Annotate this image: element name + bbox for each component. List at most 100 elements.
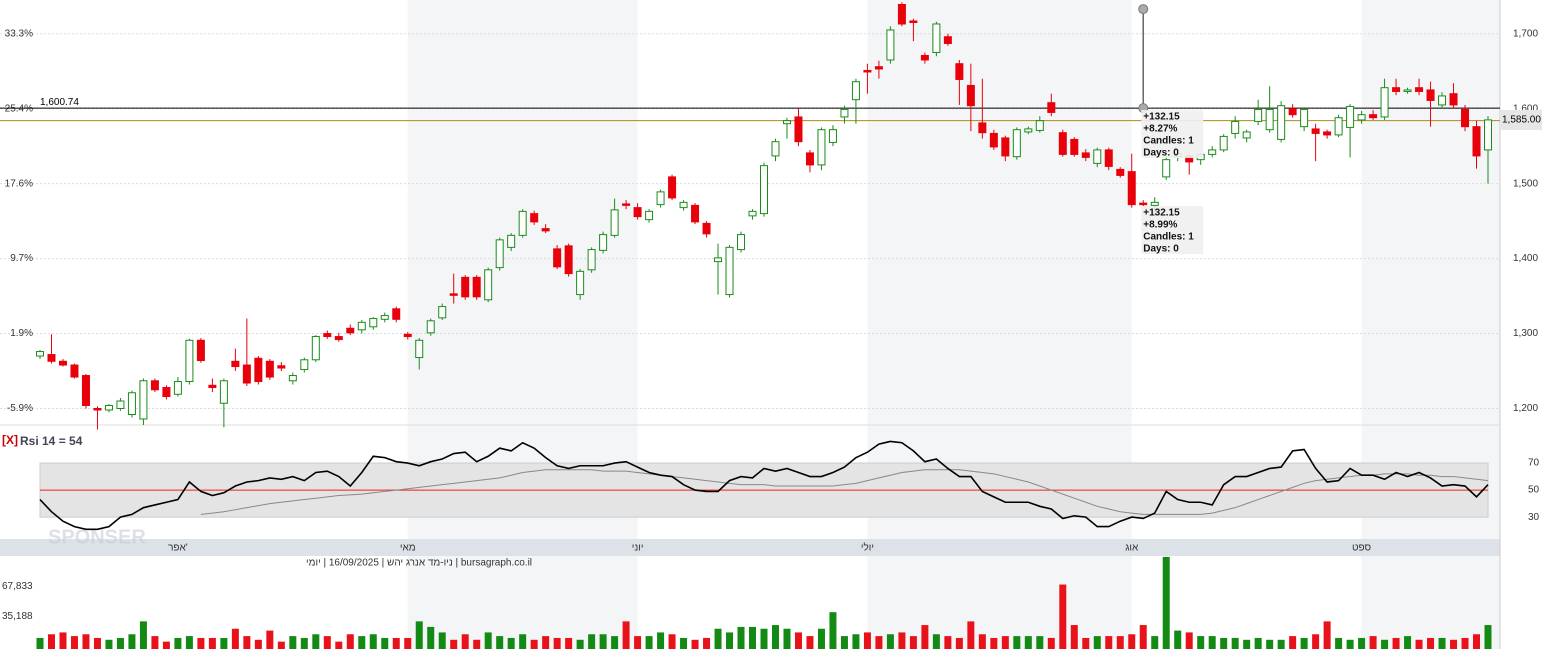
volume-bar (1082, 637, 1090, 649)
candle-body (288, 375, 297, 382)
x-tick-label: יולי (861, 542, 874, 554)
candle-body (828, 129, 837, 143)
volume-bar (542, 636, 550, 649)
y-tick-label: 1,700 (1513, 28, 1538, 39)
candle-body (702, 222, 711, 235)
pct-tick-label: 17.6% (5, 178, 33, 189)
volume-bar (1174, 630, 1182, 649)
candle-body (1461, 108, 1470, 128)
candle-body (369, 318, 378, 328)
volume-bar (36, 637, 44, 649)
candle-body (863, 69, 872, 73)
volume-bar (59, 632, 67, 649)
volume-bar (174, 637, 182, 649)
volume-bar (1070, 625, 1078, 649)
volume-bar (1059, 584, 1067, 649)
vol-tick-label: 35,188 (2, 611, 33, 622)
candle-body (219, 380, 228, 404)
volume-bar (611, 636, 619, 649)
last-price-label: 1,585.00 (1502, 115, 1541, 126)
volume-bar (634, 636, 642, 649)
candle-body (70, 364, 79, 378)
volume-bar (335, 641, 343, 649)
candle-body (484, 269, 493, 301)
candle-body (955, 63, 964, 80)
volume-bar (921, 625, 929, 649)
volume-bar (1438, 637, 1446, 649)
volume-bar (1208, 636, 1216, 649)
measure-box (1141, 110, 1204, 158)
rsi-line (39, 440, 1489, 531)
candle-body (1426, 89, 1435, 101)
volume-bar (323, 636, 331, 649)
measure-text: Candles: 1 (1143, 136, 1194, 147)
volume-bar (576, 639, 584, 649)
candle-body (1208, 149, 1217, 155)
volume-bar (1450, 639, 1458, 649)
volume-bar (944, 636, 952, 649)
candle-body (150, 380, 159, 391)
pct-tick-label: 25.4% (5, 103, 33, 114)
measure-text: +132.15 (1143, 112, 1180, 123)
candle-body (760, 165, 768, 215)
candle-body (897, 3, 906, 25)
candle-body (334, 336, 343, 341)
volume-bar (978, 634, 986, 649)
volume-bar (1312, 634, 1320, 649)
volume-bar (1197, 636, 1205, 649)
watermark: SPONSER (48, 526, 146, 548)
volume-bar (427, 626, 435, 649)
candle-body (1403, 89, 1412, 92)
volume-bar (231, 628, 239, 649)
candle-body (392, 308, 401, 320)
candle-body (1024, 128, 1033, 133)
volume-bar (565, 637, 573, 649)
volume-bar (1392, 637, 1400, 649)
volume-bar (93, 637, 101, 649)
volume-bar (151, 636, 159, 649)
volume-bar (1116, 636, 1124, 649)
candle-body (909, 20, 918, 23)
volume-bar (312, 634, 320, 649)
x-tick-label: ספט (1352, 543, 1372, 554)
candle-body (1438, 95, 1447, 106)
volume-bar (1335, 637, 1343, 649)
volume-bar (450, 639, 458, 649)
volume-bar (875, 636, 883, 649)
volume-bar (1427, 637, 1435, 649)
candle-body (311, 336, 320, 361)
volume-bar (840, 636, 848, 649)
candle-body (737, 234, 746, 251)
volume-bar (208, 637, 216, 649)
candle-body (1380, 87, 1389, 118)
candle-body (530, 213, 539, 223)
vol-tick-label: 67,833 (2, 581, 33, 592)
measure-handle (1138, 4, 1149, 15)
volume-bar (1473, 634, 1481, 649)
candle-body (989, 132, 998, 148)
x-tick-label: אפר' (168, 543, 188, 554)
volume-bar (1461, 637, 1469, 649)
candle-body (564, 245, 573, 275)
volume-bar (116, 637, 124, 649)
volume-bar (1243, 639, 1251, 649)
volume-bar (680, 637, 688, 649)
volume-bar (1404, 636, 1412, 649)
volume-bar (760, 628, 768, 649)
volume-bar (1346, 639, 1354, 649)
volume-bar (726, 632, 734, 649)
volume-bar (737, 626, 745, 649)
volume-bar (381, 637, 389, 649)
volume-bar (714, 628, 722, 649)
candle-body (748, 210, 757, 217)
x-tick-label: אוג (1125, 543, 1139, 554)
volume-bar (829, 612, 837, 649)
volume-bar (358, 636, 366, 649)
candle-body (1254, 108, 1263, 122)
volume-bar (1266, 639, 1274, 649)
candle-body (541, 228, 550, 232)
volume-bar (806, 636, 814, 649)
volume-bar (1369, 636, 1377, 649)
volume-bar (622, 621, 630, 649)
volume-bar (1128, 634, 1136, 649)
